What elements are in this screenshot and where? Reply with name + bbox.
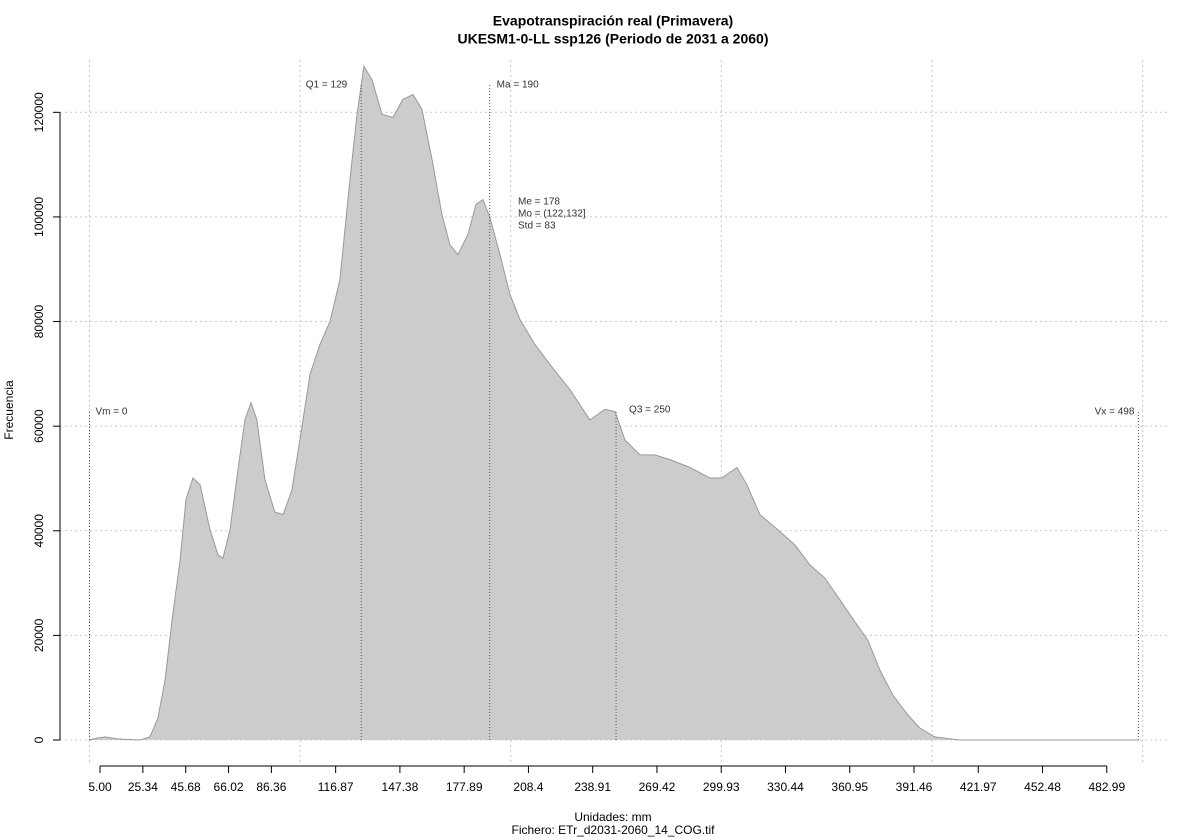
x-tick-label: 421.97 xyxy=(960,780,997,794)
x-tick-label: 86.36 xyxy=(256,780,286,794)
x-tick-label: 452.48 xyxy=(1024,780,1061,794)
y-tick-label: 80000 xyxy=(32,305,46,339)
x-tick-label: 177.89 xyxy=(446,780,483,794)
x-tick-label: 208.4 xyxy=(513,780,543,794)
y-tick-label: 0 xyxy=(32,736,46,743)
stat-label: Mo = (122,132] xyxy=(518,209,586,220)
y-tick-label: 40000 xyxy=(32,514,46,548)
chart-subtitle: UKESM1-0-LL ssp126 (Periodo de 2031 a 20… xyxy=(458,31,769,47)
stat-label: Me = 178 xyxy=(518,197,560,208)
x-tick-label: 25.34 xyxy=(128,780,158,794)
x-tick-label: 45.68 xyxy=(171,780,201,794)
x-axis-label-file: Fichero: ETr_d2031-2060_14_COG.tif xyxy=(512,823,716,837)
x-tick-label: 482.99 xyxy=(1088,780,1125,794)
x-axis-label: Unidades: mm xyxy=(574,810,651,824)
x-tick-label: 269.42 xyxy=(639,780,676,794)
y-tick-label: 120000 xyxy=(32,92,46,132)
y-axis-label: Frecuencia xyxy=(2,380,16,440)
annotation-label: Q1 = 129 xyxy=(306,80,348,91)
density-line xyxy=(89,64,1139,741)
annotation-label: Vx = 498 xyxy=(1095,407,1135,418)
stat-label: Std = 83 xyxy=(518,221,556,232)
y-tick-label: 100000 xyxy=(32,197,46,237)
annotation-label: Q3 = 250 xyxy=(629,405,671,416)
annotation-label: Ma = 190 xyxy=(497,80,539,91)
annotation-label: Vm = 0 xyxy=(95,407,127,418)
density-area xyxy=(90,66,1139,741)
x-tick-label: 5.00 xyxy=(88,780,112,794)
x-tick-label: 147.38 xyxy=(382,780,419,794)
x-tick-label: 238.91 xyxy=(574,780,611,794)
y-tick-label: 20000 xyxy=(32,618,46,652)
x-tick-label: 66.02 xyxy=(214,780,244,794)
x-tick-label: 391.46 xyxy=(896,780,933,794)
x-tick-label: 299.93 xyxy=(703,780,740,794)
x-tick-label: 360.95 xyxy=(831,780,868,794)
y-tick-label: 60000 xyxy=(32,409,46,443)
chart-title: Evapotranspiración real (Primavera) xyxy=(493,13,733,29)
x-tick-label: 116.87 xyxy=(318,780,354,794)
x-tick-label: 330.44 xyxy=(767,780,804,794)
